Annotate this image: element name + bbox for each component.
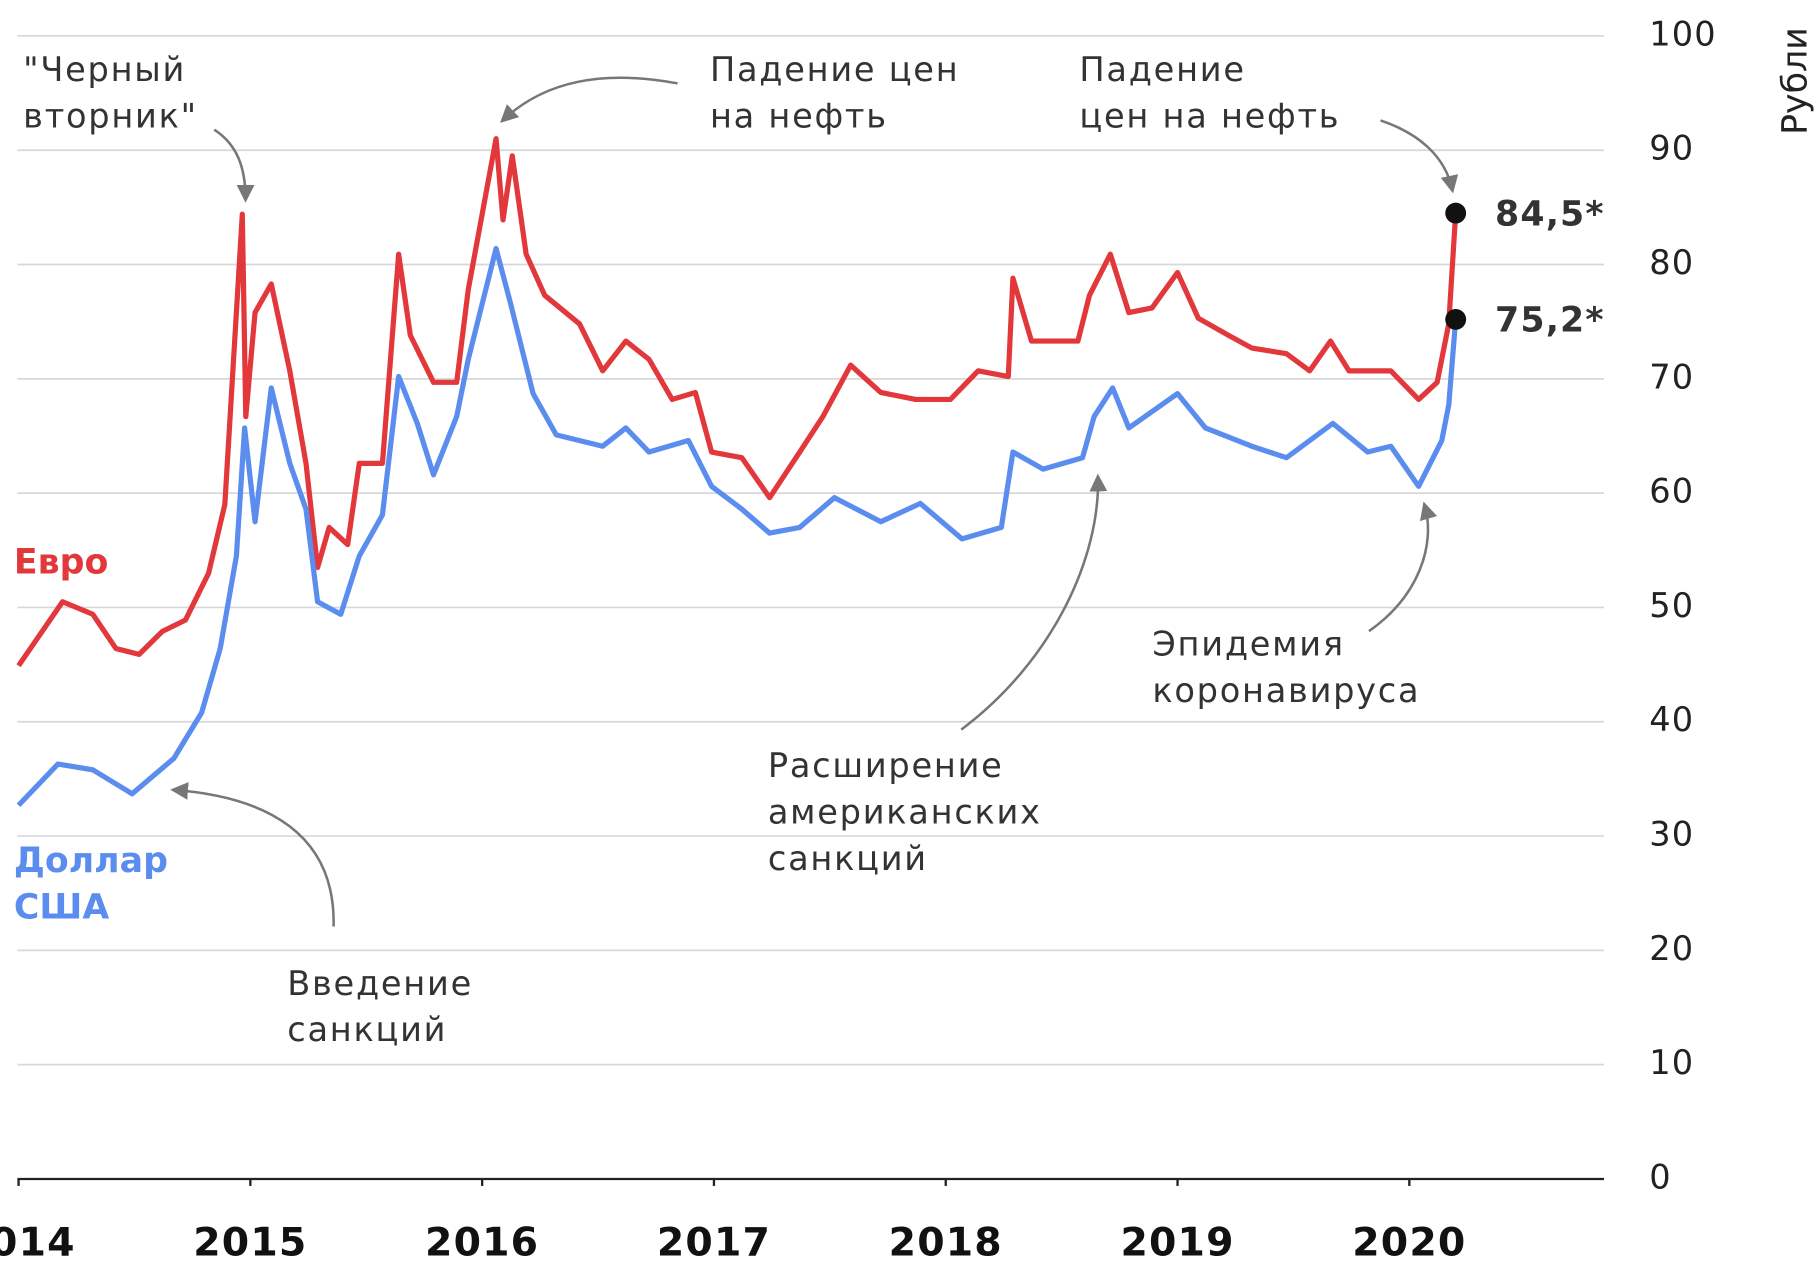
y-tick-label: 20 bbox=[1649, 929, 1694, 968]
annotation-text: Падение цен на нефть bbox=[709, 49, 960, 136]
legend-label: Евро bbox=[13, 542, 109, 583]
annotation: Падение цен на нефть bbox=[709, 49, 960, 136]
grid bbox=[17, 35, 1605, 1186]
y-tick-label: 30 bbox=[1649, 815, 1694, 854]
end-point bbox=[1445, 308, 1467, 330]
legend-item: Доллар США bbox=[13, 840, 168, 928]
annotation: Введение санкций bbox=[287, 963, 473, 1050]
legend-item: Евро bbox=[13, 542, 109, 583]
y-tick-label: 50 bbox=[1649, 586, 1694, 625]
legend-label: Доллар США bbox=[13, 840, 168, 928]
x-tick-label: 2015 bbox=[193, 1219, 307, 1265]
annotation-text: Расширение американских санкций bbox=[767, 745, 1042, 878]
end-label: 84,5* bbox=[1495, 194, 1605, 234]
arrow bbox=[1380, 119, 1459, 194]
y-tick-label: 90 bbox=[1649, 129, 1694, 168]
annotation: Эпидемия коронавируса bbox=[1152, 624, 1421, 710]
annotation-text: Введение санкций bbox=[287, 963, 473, 1050]
y-tick-label: 80 bbox=[1649, 243, 1694, 282]
arrow bbox=[213, 128, 255, 203]
y-tick-label: 70 bbox=[1649, 357, 1694, 396]
y-tick-label: 100 bbox=[1649, 14, 1717, 53]
arrow bbox=[1368, 501, 1438, 633]
y-axis-label: Рубли bbox=[1776, 27, 1816, 135]
annotation: Падение цен на нефть bbox=[1079, 49, 1341, 136]
x-tick-label: 2017 bbox=[657, 1219, 771, 1265]
annotation: Расширение американских санкций bbox=[767, 745, 1042, 878]
arrow bbox=[960, 473, 1108, 731]
lines bbox=[16, 136, 1459, 808]
x-tick-label: 2020 bbox=[1352, 1219, 1466, 1265]
x-tick-label: 2019 bbox=[1120, 1219, 1234, 1265]
annotation: "Черный вторник" bbox=[23, 49, 198, 136]
y-tick-label: 60 bbox=[1649, 472, 1694, 511]
annotation-text: Падение цен на нефть bbox=[1079, 49, 1341, 136]
x-tick-label: 2018 bbox=[889, 1219, 1003, 1265]
series-line bbox=[16, 245, 1459, 808]
y-tick-label: 10 bbox=[1649, 1043, 1694, 1082]
end-point bbox=[1445, 202, 1467, 224]
annotation-text: "Черный вторник" bbox=[23, 49, 198, 136]
y-tick-label: 40 bbox=[1649, 700, 1694, 739]
arrow bbox=[500, 76, 678, 123]
y-tick-label: 0 bbox=[1649, 1157, 1672, 1196]
end-label: 75,2* bbox=[1495, 301, 1605, 341]
annotation-text: Эпидемия коронавируса bbox=[1152, 624, 1421, 710]
x-tick-label: 2014 bbox=[0, 1219, 76, 1265]
x-tick-label: 2016 bbox=[425, 1219, 539, 1265]
series-line bbox=[16, 136, 1459, 668]
arrow bbox=[170, 782, 335, 927]
